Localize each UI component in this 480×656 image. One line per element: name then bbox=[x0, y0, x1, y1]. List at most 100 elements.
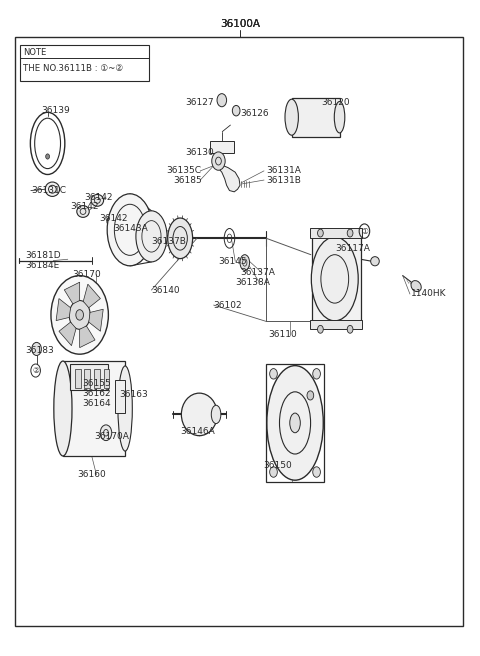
Ellipse shape bbox=[118, 366, 132, 451]
Bar bbox=[75, 369, 81, 388]
Text: 36163: 36163 bbox=[120, 390, 148, 400]
Bar bbox=[104, 369, 109, 388]
Polygon shape bbox=[83, 284, 100, 308]
Text: 36143A: 36143A bbox=[113, 224, 148, 233]
Text: 36185: 36185 bbox=[173, 176, 202, 184]
Polygon shape bbox=[80, 326, 95, 348]
Polygon shape bbox=[89, 309, 103, 331]
Ellipse shape bbox=[211, 405, 221, 424]
Text: 36135C: 36135C bbox=[167, 167, 202, 175]
Text: 36140: 36140 bbox=[152, 285, 180, 295]
Bar bbox=[84, 369, 90, 388]
Ellipse shape bbox=[54, 361, 72, 456]
Circle shape bbox=[270, 467, 277, 478]
Text: 36100A: 36100A bbox=[220, 18, 260, 29]
Bar bbox=[292, 98, 339, 137]
Text: 36131C: 36131C bbox=[31, 186, 66, 195]
Polygon shape bbox=[64, 282, 80, 304]
Circle shape bbox=[32, 342, 41, 356]
Text: 36181D: 36181D bbox=[25, 251, 61, 260]
Ellipse shape bbox=[334, 102, 345, 133]
Text: 36164: 36164 bbox=[82, 399, 111, 408]
Ellipse shape bbox=[168, 218, 192, 258]
Text: 36162: 36162 bbox=[82, 389, 111, 398]
Text: 1140HK: 1140HK bbox=[411, 289, 447, 298]
Text: 36131A: 36131A bbox=[266, 167, 301, 175]
Text: ②: ② bbox=[32, 366, 39, 375]
Circle shape bbox=[313, 369, 321, 379]
Ellipse shape bbox=[312, 237, 358, 321]
Circle shape bbox=[307, 391, 314, 400]
Ellipse shape bbox=[91, 194, 104, 206]
Bar bbox=[20, 45, 149, 81]
Text: 36155: 36155 bbox=[82, 379, 111, 388]
Text: 36145: 36145 bbox=[218, 256, 247, 266]
Circle shape bbox=[347, 229, 353, 237]
Text: 36137B: 36137B bbox=[152, 237, 186, 246]
Text: ①: ① bbox=[361, 226, 368, 236]
Bar bbox=[311, 320, 362, 329]
Polygon shape bbox=[59, 322, 76, 346]
Text: 36142: 36142 bbox=[99, 213, 127, 222]
Polygon shape bbox=[312, 236, 360, 321]
Ellipse shape bbox=[45, 182, 60, 196]
Ellipse shape bbox=[411, 281, 421, 292]
Circle shape bbox=[347, 325, 353, 333]
Text: 36138A: 36138A bbox=[235, 277, 270, 287]
Text: 36146A: 36146A bbox=[180, 427, 215, 436]
Circle shape bbox=[270, 369, 277, 379]
Text: 36100A: 36100A bbox=[220, 18, 260, 29]
Text: 36117A: 36117A bbox=[336, 243, 371, 253]
Ellipse shape bbox=[290, 413, 300, 433]
Circle shape bbox=[217, 94, 227, 107]
Text: 36127: 36127 bbox=[185, 98, 214, 107]
Bar bbox=[94, 369, 100, 388]
Text: 36139: 36139 bbox=[41, 106, 70, 115]
Polygon shape bbox=[218, 166, 240, 192]
Circle shape bbox=[232, 106, 240, 116]
Ellipse shape bbox=[240, 255, 250, 270]
Ellipse shape bbox=[181, 393, 217, 436]
Ellipse shape bbox=[77, 205, 89, 217]
Ellipse shape bbox=[371, 256, 379, 266]
Text: 36183: 36183 bbox=[25, 346, 54, 356]
Polygon shape bbox=[56, 298, 71, 321]
Ellipse shape bbox=[285, 99, 299, 135]
Ellipse shape bbox=[107, 215, 120, 227]
Bar bbox=[70, 364, 108, 390]
Ellipse shape bbox=[136, 211, 167, 262]
Text: 36137A: 36137A bbox=[240, 268, 275, 277]
Text: 36126: 36126 bbox=[240, 109, 269, 118]
Text: 36100A: 36100A bbox=[220, 18, 260, 29]
Circle shape bbox=[212, 152, 225, 171]
Bar bbox=[210, 141, 234, 153]
Circle shape bbox=[318, 325, 323, 333]
Text: 36170: 36170 bbox=[72, 270, 101, 279]
Text: THE NO.36111B : ①~②: THE NO.36111B : ①~② bbox=[23, 64, 123, 73]
Text: 36131B: 36131B bbox=[266, 176, 301, 184]
Text: 36160: 36160 bbox=[77, 470, 106, 479]
Circle shape bbox=[76, 310, 84, 320]
Circle shape bbox=[69, 300, 90, 329]
Bar bbox=[63, 361, 125, 456]
Text: 36120: 36120 bbox=[322, 98, 350, 107]
Circle shape bbox=[100, 425, 112, 441]
Circle shape bbox=[51, 276, 108, 354]
Text: 36184E: 36184E bbox=[25, 260, 60, 270]
Circle shape bbox=[313, 467, 321, 478]
Bar bbox=[266, 364, 324, 482]
Text: 36102: 36102 bbox=[214, 300, 242, 310]
Text: NOTE: NOTE bbox=[23, 48, 47, 57]
Text: 36150: 36150 bbox=[263, 461, 292, 470]
Text: 36110: 36110 bbox=[269, 330, 298, 339]
Bar bbox=[115, 380, 125, 413]
Circle shape bbox=[318, 229, 323, 237]
Text: 36130: 36130 bbox=[185, 148, 214, 157]
Circle shape bbox=[46, 154, 49, 159]
Text: 36170A: 36170A bbox=[94, 432, 129, 441]
Ellipse shape bbox=[267, 365, 323, 480]
Ellipse shape bbox=[107, 194, 153, 266]
Bar bbox=[311, 228, 362, 237]
Text: 36142: 36142 bbox=[70, 203, 98, 211]
Text: 36142: 36142 bbox=[84, 193, 113, 201]
